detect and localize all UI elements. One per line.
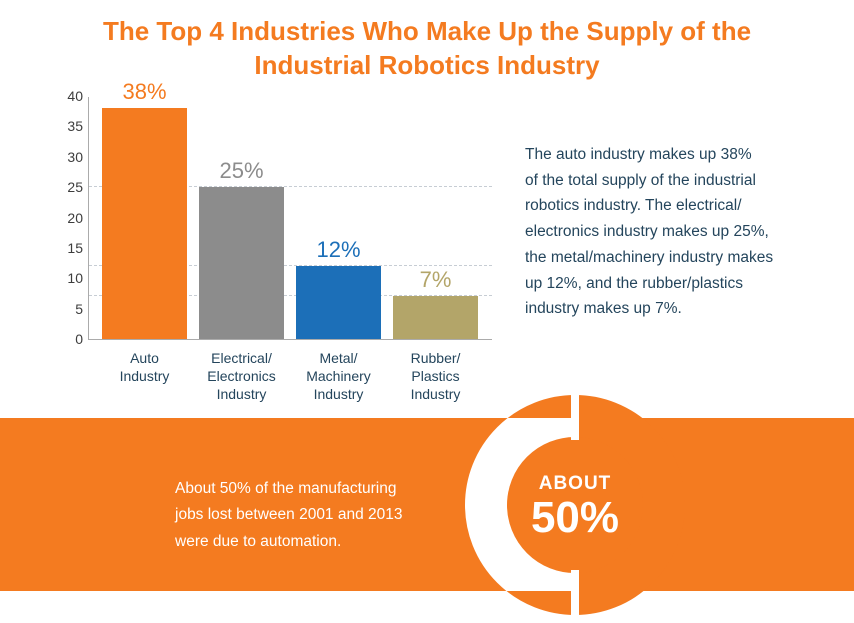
bar-chart: 0 5 10 15 20 25 30 35 40 38% 25% 12% 7% Auto Industr… xyxy=(56,79,504,404)
bar-value-label: 25% xyxy=(219,158,264,184)
donut-label-value: 50% xyxy=(531,493,619,542)
donut-gap-top xyxy=(571,392,579,440)
band-caption: About 50% of the manufacturing jobs lost… xyxy=(175,480,403,550)
y-tick-label: 40 xyxy=(67,88,83,104)
plot-area: 0 5 10 15 20 25 30 35 40 38% 25% 12% 7% xyxy=(67,79,492,347)
gridline xyxy=(89,186,492,188)
bar-group: 12% xyxy=(296,237,381,339)
bar xyxy=(102,108,187,339)
bar-group: 7% xyxy=(393,267,478,339)
bar xyxy=(393,296,478,339)
bar-group: 25% xyxy=(199,158,284,339)
bars: 38% 25% 12% 7% xyxy=(102,79,478,339)
x-category-label: Metal/ Machinery Industry xyxy=(306,350,371,403)
gridline xyxy=(89,265,492,267)
donut-gap-bottom xyxy=(571,570,579,618)
donut-ring-white-half xyxy=(465,418,576,591)
gridline xyxy=(89,295,492,297)
y-tick-label: 30 xyxy=(67,148,83,165)
bar xyxy=(296,266,381,339)
x-axis-labels: Auto Industry Electrical/ Electronics Ind… xyxy=(102,349,478,404)
bar-group: 38% xyxy=(102,79,187,339)
x-category-label: Electrical/ Electronics Industry xyxy=(207,350,276,403)
orange-band: About 50% of the manufacturing jobs lost… xyxy=(0,418,854,591)
bar-value-label: 7% xyxy=(419,267,452,293)
bar-value-label: 12% xyxy=(316,237,361,263)
x-category-label: Auto Industry xyxy=(119,350,170,385)
page-title: The Top 4 Industries Who Make Up the Sup… xyxy=(102,16,752,81)
y-tick-label: 25 xyxy=(67,179,83,196)
description-text: The auto industry makes up 38% of the to… xyxy=(525,146,774,318)
y-tick-label: 10 xyxy=(67,270,83,287)
y-tick-label: 0 xyxy=(75,331,83,347)
bar-value-label: 38% xyxy=(122,79,167,105)
donut-chart: ABOUT 50% xyxy=(465,392,685,618)
y-tick-label: 20 xyxy=(67,209,83,226)
donut-label-about: ABOUT xyxy=(539,473,612,494)
bar xyxy=(199,187,284,339)
x-category-label: Rubber/ Plastics Industry xyxy=(410,350,461,403)
y-tick-label: 35 xyxy=(67,118,83,135)
y-tick-label: 5 xyxy=(75,300,83,317)
y-tick-label: 15 xyxy=(67,239,83,256)
